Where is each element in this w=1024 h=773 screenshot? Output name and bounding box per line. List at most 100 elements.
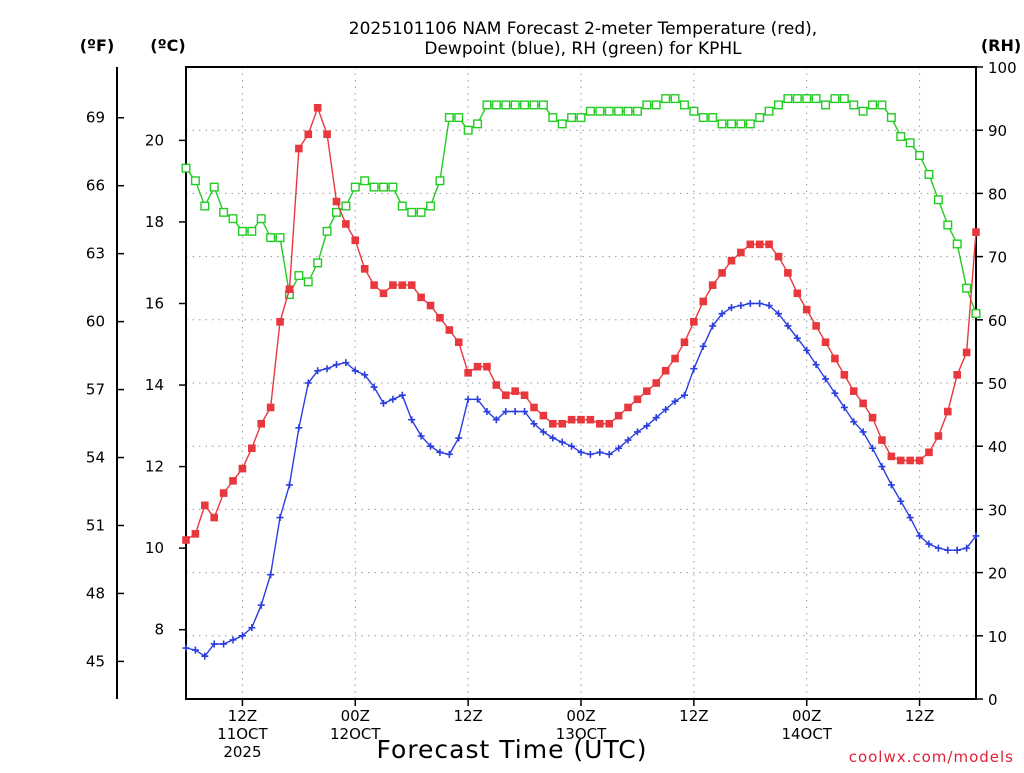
- fahrenheit-tick-label: 63: [86, 245, 105, 263]
- rh-point: [905, 138, 915, 148]
- rh-point: [708, 113, 718, 123]
- dewpoint-point: [887, 481, 895, 489]
- dewpoint-point: [775, 310, 782, 318]
- rh-point: [604, 106, 614, 116]
- x-tick-label: 00Z: [566, 707, 595, 725]
- celsius-tick-label: 18: [145, 213, 164, 231]
- dewpoint-point: [586, 450, 594, 458]
- dewpoint-point: [709, 322, 717, 330]
- dewpoint-point: [850, 418, 858, 426]
- rh-point: [736, 119, 746, 129]
- celsius-tick-label: 20: [145, 131, 164, 149]
- dewpoint-point: [737, 302, 745, 310]
- temperature-point: [699, 297, 708, 306]
- temperature-point: [229, 477, 237, 485]
- rh-point: [538, 100, 548, 110]
- temperature-point: [558, 419, 566, 428]
- temperature-point: [351, 236, 360, 245]
- rh-point: [717, 119, 727, 129]
- rh-point: [877, 100, 887, 110]
- temperature-point: [718, 269, 726, 277]
- rh-series: [181, 94, 981, 318]
- temperature-point: [793, 289, 802, 298]
- dewpoint-point: [511, 408, 519, 416]
- temperature-line: [185, 105, 977, 541]
- temperature-point: [360, 265, 369, 273]
- temperature-point: [934, 432, 943, 440]
- dewpoint-point: [765, 302, 773, 310]
- temperature-point: [633, 395, 642, 404]
- x-tick-label: 00Z: [792, 707, 821, 725]
- rh-point: [200, 201, 210, 211]
- dewpoint-point: [690, 365, 698, 373]
- rh-point: [745, 119, 755, 129]
- temperature-point: [746, 240, 755, 249]
- rh-point: [548, 113, 558, 123]
- rh-tick-label: 70: [988, 249, 1007, 267]
- rh-point: [661, 94, 671, 104]
- dewpoint-point: [840, 403, 848, 411]
- temperature-point: [511, 387, 519, 395]
- rh-tick-label: 20: [988, 565, 1007, 583]
- rh-point: [567, 113, 577, 123]
- dewpoint-point: [427, 442, 435, 450]
- dewpoint-point: [831, 389, 839, 397]
- temperature-point: [407, 281, 416, 289]
- rh-point: [698, 113, 708, 123]
- dewpoint-point: [342, 359, 350, 367]
- dewpoint-point: [267, 571, 275, 579]
- dewpoint-point: [624, 436, 632, 444]
- dewpoint-point: [558, 438, 566, 446]
- temperature-point: [962, 348, 971, 357]
- temperature-point: [849, 387, 858, 395]
- rh-tick-label: 50: [988, 375, 1007, 393]
- dewpoint-point: [944, 546, 952, 554]
- rh-point: [473, 119, 483, 129]
- dewpoint-point: [633, 428, 641, 436]
- x-tick-label: 14OCT: [781, 725, 832, 743]
- temperature-point: [426, 301, 435, 310]
- dewpoint-point: [229, 636, 237, 644]
- dewpoint-point: [502, 408, 510, 416]
- x-tick-label: 12Z: [453, 707, 482, 725]
- dewpoint-point: [408, 416, 416, 424]
- temperature-point: [605, 419, 614, 428]
- dewpoint-point: [897, 497, 905, 505]
- temperature-point: [821, 338, 830, 347]
- temperature-point: [661, 366, 670, 375]
- rh-tick-label: 90: [988, 122, 1007, 140]
- dewpoint-point: [182, 644, 190, 652]
- x-tick-label: 12Z: [679, 707, 708, 725]
- dewpoint-point: [953, 546, 961, 554]
- x-tick-label: 2025: [223, 743, 261, 761]
- celsius-tick-label: 16: [145, 294, 164, 312]
- rh-point: [858, 106, 868, 116]
- temperature-point: [567, 415, 576, 424]
- temperature-point: [887, 452, 896, 461]
- dewpoint-point: [784, 322, 792, 330]
- fahrenheit-tick-label: 45: [86, 652, 105, 670]
- dewpoint-point: [380, 399, 387, 407]
- temperature-point: [182, 536, 190, 544]
- rh-point: [190, 176, 200, 186]
- temperature-point: [737, 248, 745, 257]
- temperature-point: [925, 448, 933, 457]
- temperature-point: [276, 318, 284, 326]
- dewpoint-point: [370, 383, 378, 391]
- dewpoint-point: [812, 361, 820, 369]
- rh-point: [849, 100, 859, 110]
- temperature-point: [210, 513, 219, 522]
- rh-point: [491, 100, 501, 110]
- rh-point: [256, 214, 266, 224]
- temperature-point: [304, 130, 313, 139]
- rh-point: [830, 94, 840, 104]
- dewpoint-point: [191, 646, 199, 654]
- temperature-point: [690, 318, 698, 326]
- rh-point: [463, 125, 473, 135]
- rh-point: [952, 239, 962, 249]
- dewpoint-point: [436, 448, 444, 456]
- rh-point: [651, 100, 661, 110]
- dewpoint-point: [822, 375, 830, 383]
- dewpoint-point: [756, 299, 764, 307]
